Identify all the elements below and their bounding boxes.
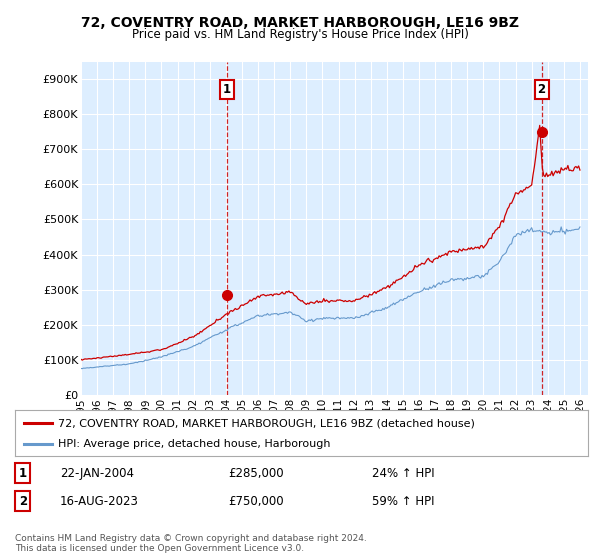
Text: 1: 1 [223, 83, 231, 96]
Text: 1: 1 [19, 466, 27, 480]
Text: 16-AUG-2023: 16-AUG-2023 [60, 494, 139, 508]
Text: 59% ↑ HPI: 59% ↑ HPI [372, 494, 434, 508]
Text: 72, COVENTRY ROAD, MARKET HARBOROUGH, LE16 9BZ: 72, COVENTRY ROAD, MARKET HARBOROUGH, LE… [81, 16, 519, 30]
Text: 24% ↑ HPI: 24% ↑ HPI [372, 466, 434, 480]
Text: Contains HM Land Registry data © Crown copyright and database right 2024.
This d: Contains HM Land Registry data © Crown c… [15, 534, 367, 553]
Text: £285,000: £285,000 [228, 466, 284, 480]
Text: 2: 2 [19, 494, 27, 508]
Text: 22-JAN-2004: 22-JAN-2004 [60, 466, 134, 480]
Text: 2: 2 [538, 83, 546, 96]
Text: Price paid vs. HM Land Registry's House Price Index (HPI): Price paid vs. HM Land Registry's House … [131, 28, 469, 41]
Text: £750,000: £750,000 [228, 494, 284, 508]
Text: 72, COVENTRY ROAD, MARKET HARBOROUGH, LE16 9BZ (detached house): 72, COVENTRY ROAD, MARKET HARBOROUGH, LE… [58, 418, 475, 428]
Text: HPI: Average price, detached house, Harborough: HPI: Average price, detached house, Harb… [58, 438, 331, 449]
